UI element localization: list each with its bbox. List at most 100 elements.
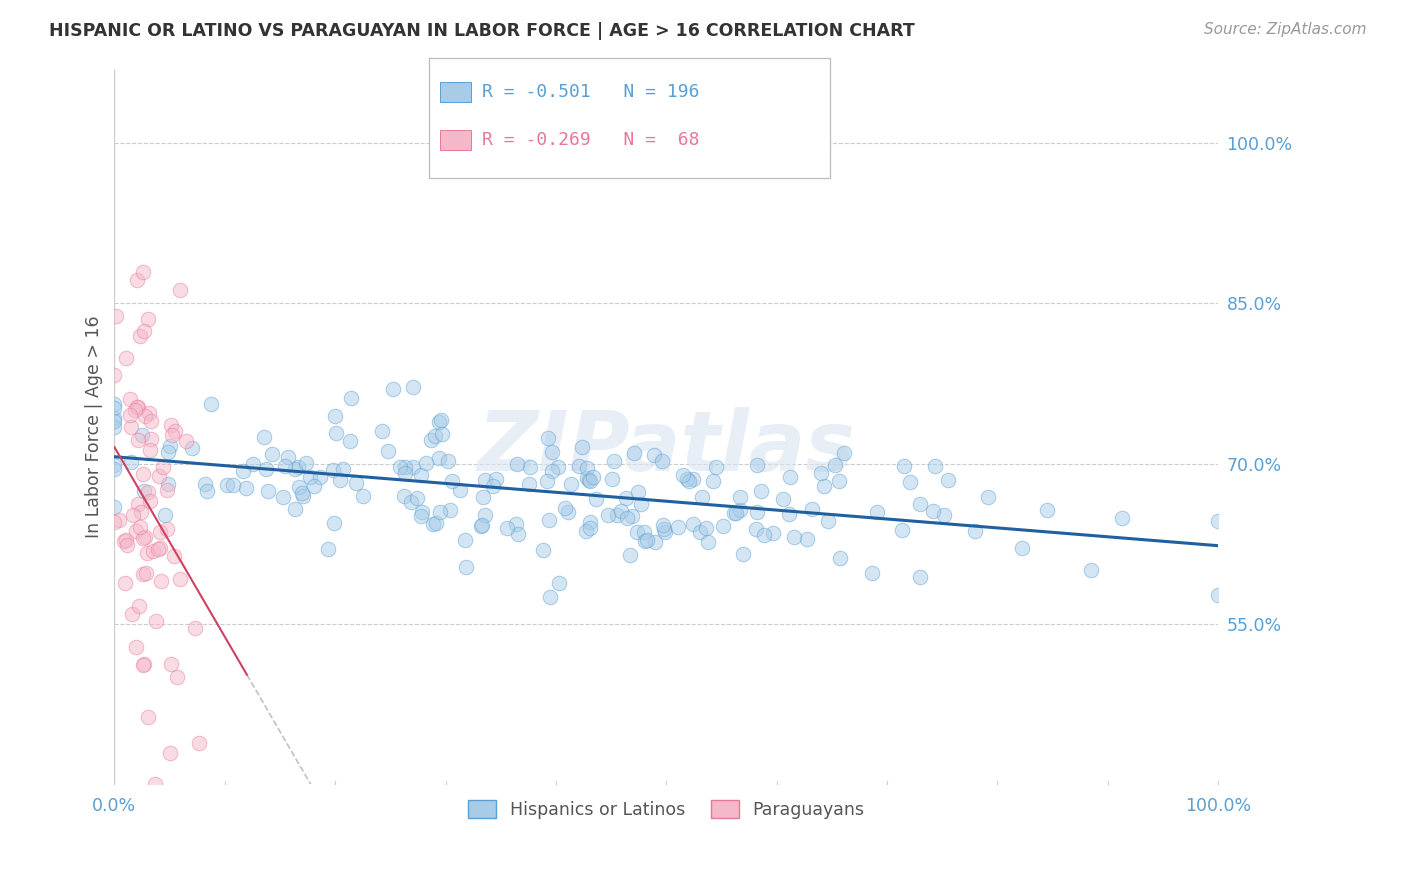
Point bbox=[103, 515, 125, 529]
Point bbox=[402, 380, 425, 394]
Text: HISPANIC OR LATINO VS PARAGUAYAN IN LABOR FORCE | AGE > 16 CORRELATION CHART: HISPANIC OR LATINO VS PARAGUAYAN IN LABO… bbox=[49, 22, 915, 40]
Point bbox=[429, 413, 451, 427]
Point bbox=[274, 459, 297, 474]
Point bbox=[176, 434, 198, 448]
Point bbox=[143, 777, 166, 791]
Point bbox=[575, 470, 598, 484]
Point bbox=[132, 483, 155, 498]
Point bbox=[138, 443, 160, 458]
Point bbox=[427, 415, 450, 429]
Point bbox=[652, 518, 675, 533]
Y-axis label: In Labor Force | Age > 16: In Labor Force | Age > 16 bbox=[86, 315, 103, 538]
Point bbox=[568, 458, 591, 473]
Point bbox=[898, 475, 921, 490]
Point bbox=[120, 409, 142, 423]
Point bbox=[136, 484, 159, 499]
Point bbox=[810, 467, 832, 481]
Point bbox=[485, 472, 508, 486]
Point bbox=[139, 432, 162, 446]
Point bbox=[576, 461, 599, 475]
Point bbox=[114, 575, 136, 590]
Point bbox=[508, 527, 530, 541]
Point bbox=[582, 470, 605, 484]
Point bbox=[506, 457, 529, 471]
Point bbox=[860, 566, 883, 581]
Point bbox=[936, 473, 959, 487]
Point bbox=[610, 504, 633, 518]
Point bbox=[401, 459, 423, 474]
Point bbox=[121, 607, 143, 621]
Point bbox=[541, 445, 564, 459]
Point bbox=[344, 475, 367, 490]
Point bbox=[134, 409, 156, 423]
Point bbox=[411, 505, 433, 519]
Point bbox=[148, 469, 170, 483]
Point bbox=[169, 572, 191, 586]
Point bbox=[711, 518, 734, 533]
Point bbox=[163, 424, 186, 438]
Point bbox=[828, 551, 851, 566]
Point bbox=[257, 484, 280, 499]
Point bbox=[965, 524, 987, 538]
Point bbox=[156, 483, 179, 498]
Point bbox=[636, 533, 658, 548]
Point bbox=[200, 397, 222, 411]
Point bbox=[519, 459, 541, 474]
Point bbox=[420, 434, 443, 448]
Point bbox=[262, 446, 284, 460]
Point bbox=[866, 505, 889, 519]
Point bbox=[908, 570, 931, 584]
Point bbox=[146, 541, 169, 556]
Point bbox=[672, 468, 695, 483]
Point bbox=[585, 492, 607, 507]
Point bbox=[103, 414, 125, 428]
Point bbox=[291, 489, 314, 503]
Point bbox=[832, 446, 855, 460]
Point bbox=[633, 534, 655, 549]
Point bbox=[316, 542, 339, 557]
Text: R = -0.269   N =  68: R = -0.269 N = 68 bbox=[482, 131, 700, 149]
Point bbox=[470, 519, 492, 533]
Point bbox=[554, 501, 576, 516]
Point bbox=[105, 309, 128, 323]
Text: Source: ZipAtlas.com: Source: ZipAtlas.com bbox=[1204, 22, 1367, 37]
Point bbox=[103, 500, 125, 514]
Point bbox=[181, 441, 204, 455]
Point bbox=[474, 508, 496, 523]
Point bbox=[682, 517, 704, 532]
Point bbox=[371, 424, 394, 438]
Point bbox=[454, 559, 477, 574]
Point bbox=[696, 535, 718, 549]
Point bbox=[579, 520, 602, 534]
Point bbox=[159, 657, 181, 671]
Point bbox=[441, 474, 464, 488]
Point bbox=[427, 450, 450, 465]
Point bbox=[828, 474, 851, 488]
Point bbox=[339, 434, 361, 448]
Point bbox=[138, 406, 160, 420]
Point bbox=[399, 495, 422, 509]
Point bbox=[339, 391, 361, 405]
Point bbox=[644, 535, 666, 549]
Point bbox=[922, 504, 945, 518]
Point bbox=[132, 566, 155, 581]
Point bbox=[103, 461, 125, 475]
Point bbox=[547, 460, 569, 475]
Point bbox=[150, 574, 173, 588]
Point bbox=[454, 533, 477, 547]
Point bbox=[142, 544, 165, 558]
Point bbox=[136, 311, 159, 326]
Point bbox=[121, 508, 143, 522]
Point bbox=[127, 273, 149, 287]
Point bbox=[1111, 511, 1133, 525]
Point bbox=[571, 440, 593, 454]
Point bbox=[817, 514, 839, 528]
Point bbox=[129, 520, 152, 534]
Point bbox=[600, 472, 623, 486]
Point bbox=[120, 420, 142, 434]
Point bbox=[377, 443, 399, 458]
Point bbox=[449, 483, 471, 498]
Point bbox=[745, 522, 768, 536]
Point bbox=[284, 501, 307, 516]
Point bbox=[157, 476, 180, 491]
